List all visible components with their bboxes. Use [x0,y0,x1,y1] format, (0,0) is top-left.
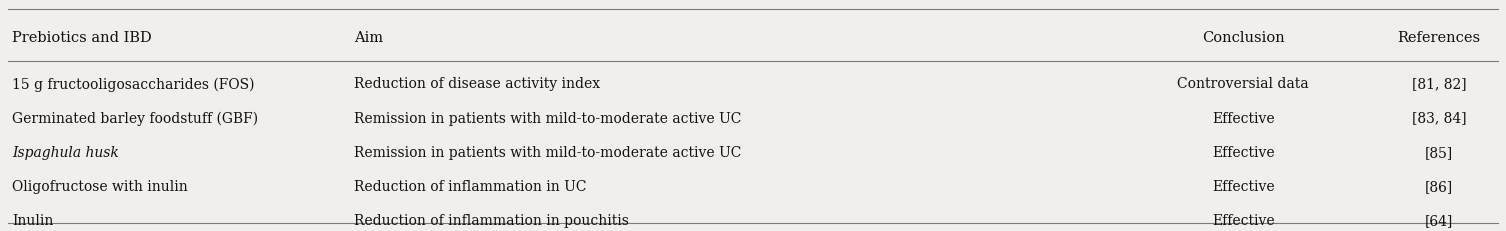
Text: Reduction of inflammation in pouchitis: Reduction of inflammation in pouchitis [354,214,630,228]
Text: [83, 84]: [83, 84] [1411,112,1467,125]
Text: Inulin: Inulin [12,214,53,228]
Text: Prebiotics and IBD: Prebiotics and IBD [12,31,152,45]
Text: Ispaghula husk: Ispaghula husk [12,146,119,160]
Text: Reduction of inflammation in UC: Reduction of inflammation in UC [354,180,586,194]
Text: Remission in patients with mild-to-moderate active UC: Remission in patients with mild-to-moder… [354,146,741,160]
Text: Effective: Effective [1212,146,1274,160]
Text: Reduction of disease activity index: Reduction of disease activity index [354,77,599,91]
Text: 15 g fructooligosaccharides (FOS): 15 g fructooligosaccharides (FOS) [12,77,255,91]
Text: Remission in patients with mild-to-moderate active UC: Remission in patients with mild-to-moder… [354,112,741,125]
Text: References: References [1398,31,1480,45]
Text: Effective: Effective [1212,112,1274,125]
Text: [85]: [85] [1425,146,1453,160]
Text: Controversial data: Controversial data [1178,77,1309,91]
Text: Conclusion: Conclusion [1202,31,1285,45]
Text: [81, 82]: [81, 82] [1411,77,1467,91]
Text: Germinated barley foodstuff (GBF): Germinated barley foodstuff (GBF) [12,111,258,126]
Text: [86]: [86] [1425,180,1453,194]
Text: Effective: Effective [1212,214,1274,228]
Text: Oligofructose with inulin: Oligofructose with inulin [12,180,188,194]
Text: [64]: [64] [1425,214,1453,228]
Text: Effective: Effective [1212,180,1274,194]
Text: Aim: Aim [354,31,383,45]
